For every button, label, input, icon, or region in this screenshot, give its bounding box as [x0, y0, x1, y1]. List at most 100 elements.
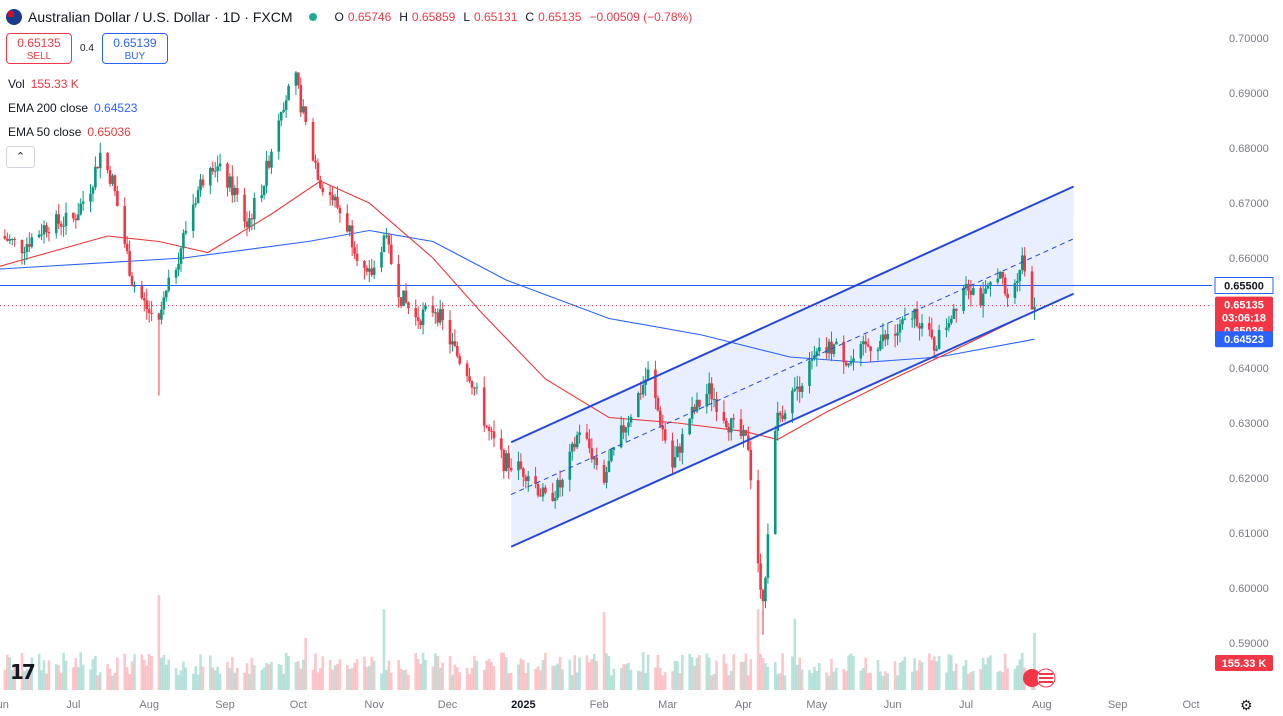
volume-bar	[896, 675, 899, 690]
symbol-title[interactable]: Australian Dollar / U.S. Dollar · 1D · F…	[28, 9, 293, 25]
volume-bar	[355, 659, 359, 690]
y-tick-label: 0.67000	[1229, 198, 1269, 210]
volume-bar	[316, 672, 320, 690]
volume-bar	[962, 665, 965, 690]
volume-bar	[113, 673, 117, 690]
volume-bar	[663, 672, 667, 690]
volume-bar	[509, 672, 513, 690]
candle	[688, 418, 691, 435]
candle	[847, 363, 850, 366]
candle	[98, 152, 102, 169]
candle	[815, 351, 819, 356]
price-labels: 0.655000.6513503:06:180.650360.64523155.…	[1214, 277, 1274, 671]
volume-bar	[636, 670, 640, 690]
candle	[932, 337, 936, 351]
buy-button[interactable]: 0.65139 BUY	[101, 33, 168, 64]
volume-bar	[715, 660, 718, 690]
candle	[431, 305, 435, 313]
volume-bar	[147, 654, 151, 690]
candle	[619, 425, 623, 448]
candle	[367, 268, 371, 272]
volume-bar	[42, 660, 46, 690]
volume-bar	[766, 667, 770, 690]
volume-bar	[416, 659, 420, 690]
candle	[201, 179, 205, 186]
gear-icon[interactable]: ⚙	[1240, 697, 1253, 713]
aud-flag-icon	[6, 9, 22, 25]
volume-bar	[835, 667, 838, 690]
candle	[284, 100, 288, 110]
x-tick-label: Jun	[0, 699, 9, 711]
candle	[407, 302, 410, 308]
volume-bar	[813, 666, 816, 690]
candle	[798, 386, 802, 392]
chart-header: Australian Dollar / U.S. Dollar · 1D · F…	[6, 6, 696, 28]
volume-bar	[827, 675, 831, 690]
candle	[473, 387, 476, 389]
volume-bar	[231, 656, 234, 690]
candle	[270, 151, 273, 168]
volume-bar	[28, 670, 31, 690]
ema200-legend[interactable]: EMA 200 close 0.64523	[8, 101, 137, 115]
volume-bar	[989, 655, 992, 690]
candle	[47, 232, 51, 234]
candle	[62, 225, 65, 227]
candle	[558, 480, 562, 488]
candle	[930, 329, 934, 338]
candle	[795, 386, 799, 389]
candle	[167, 277, 171, 291]
candle	[267, 160, 271, 168]
candle	[570, 443, 574, 452]
candle	[130, 275, 134, 287]
sell-button[interactable]: 0.65135 SELL	[6, 33, 72, 64]
volume-bar	[399, 668, 403, 690]
volume-bar	[849, 653, 853, 690]
volume-bar	[59, 672, 63, 690]
volume-bar	[729, 670, 733, 690]
volume-bar	[62, 652, 65, 690]
volume-bar	[397, 660, 400, 690]
candle	[595, 457, 599, 466]
volume-bar	[91, 659, 95, 690]
candle	[13, 239, 16, 241]
volume-bar	[282, 673, 285, 690]
candle	[800, 385, 804, 392]
volume-bar	[448, 655, 452, 690]
candle	[128, 251, 131, 276]
volume-legend[interactable]: Vol 155.33 K	[8, 77, 79, 91]
candle	[739, 419, 743, 437]
candle	[294, 72, 298, 86]
volume-bar	[861, 667, 865, 690]
candle	[989, 282, 992, 285]
candle	[328, 191, 332, 195]
volume-bar	[526, 662, 530, 690]
chevron-up-icon[interactable]: ⌃	[6, 146, 35, 168]
candle	[490, 431, 493, 433]
candle	[725, 420, 728, 428]
ema50-legend[interactable]: EMA 50 close 0.65036	[8, 125, 131, 139]
high-value: 0.65859	[411, 10, 456, 24]
volume-bar	[372, 660, 376, 690]
level-price-label-bg	[1215, 277, 1273, 294]
candle	[522, 468, 525, 477]
candle	[23, 252, 26, 254]
volume-bar	[404, 669, 408, 690]
candle	[140, 285, 144, 299]
candle	[573, 443, 577, 448]
volume-bar	[920, 662, 924, 690]
open-value: 0.65746	[347, 10, 392, 24]
candle	[727, 427, 731, 433]
volume-bar	[639, 671, 643, 690]
candle	[928, 323, 931, 330]
volume-bar	[886, 673, 890, 690]
volume-bar	[162, 654, 166, 690]
sell-label: SELL	[26, 51, 52, 62]
open-label: O	[334, 10, 344, 24]
volume-bar	[321, 656, 325, 690]
x-tick-label: Sep	[1108, 699, 1128, 711]
candle	[336, 196, 339, 208]
volume-bar	[370, 656, 374, 690]
volume-bar	[248, 673, 251, 690]
volume-bar	[676, 661, 679, 690]
